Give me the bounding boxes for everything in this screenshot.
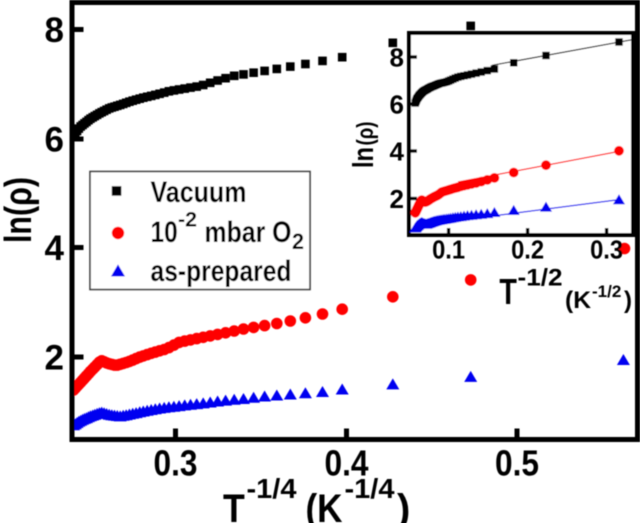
svg-text:4: 4 <box>390 137 405 167</box>
svg-text:6: 6 <box>390 90 404 120</box>
svg-text:-1/2: -1/2 <box>518 264 563 291</box>
svg-text:0.1: 0.1 <box>432 236 465 265</box>
svg-text:2: 2 <box>45 338 64 377</box>
svg-text:ln: ln <box>347 147 380 168</box>
svg-text:-1/4: -1/4 <box>247 473 297 504</box>
svg-text:8: 8 <box>390 43 404 73</box>
svg-text:T: T <box>223 487 245 523</box>
svg-text:Vacuum: Vacuum <box>151 175 247 209</box>
svg-text:0.4: 0.4 <box>325 444 369 484</box>
svg-text:(ρ): (ρ) <box>353 122 378 146</box>
svg-text:-1/4: -1/4 <box>345 473 395 504</box>
svg-text:): ) <box>397 487 410 523</box>
svg-text:10: 10 <box>151 215 178 249</box>
svg-text:mbar O: mbar O <box>205 215 292 249</box>
svg-text:4: 4 <box>45 229 65 268</box>
svg-text:0.5: 0.5 <box>495 444 539 484</box>
svg-text:T: T <box>499 272 517 312</box>
svg-text:0.2: 0.2 <box>511 236 544 265</box>
svg-text:(K: (K <box>306 486 343 523</box>
svg-text:0.3: 0.3 <box>154 444 198 484</box>
svg-text:ln(ρ): ln(ρ) <box>0 177 40 243</box>
svg-text:-2: -2 <box>178 209 197 232</box>
svg-text:2: 2 <box>390 184 404 214</box>
svg-text:6: 6 <box>45 120 64 159</box>
svg-text:-1/2: -1/2 <box>592 282 621 301</box>
svg-text:8: 8 <box>45 11 64 50</box>
svg-text:2: 2 <box>292 229 304 254</box>
svg-text:(K: (K <box>565 287 591 314</box>
svg-text:0.3: 0.3 <box>590 236 623 265</box>
svg-text:): ) <box>624 287 632 314</box>
svg-text:as-prepared: as-prepared <box>151 254 292 288</box>
